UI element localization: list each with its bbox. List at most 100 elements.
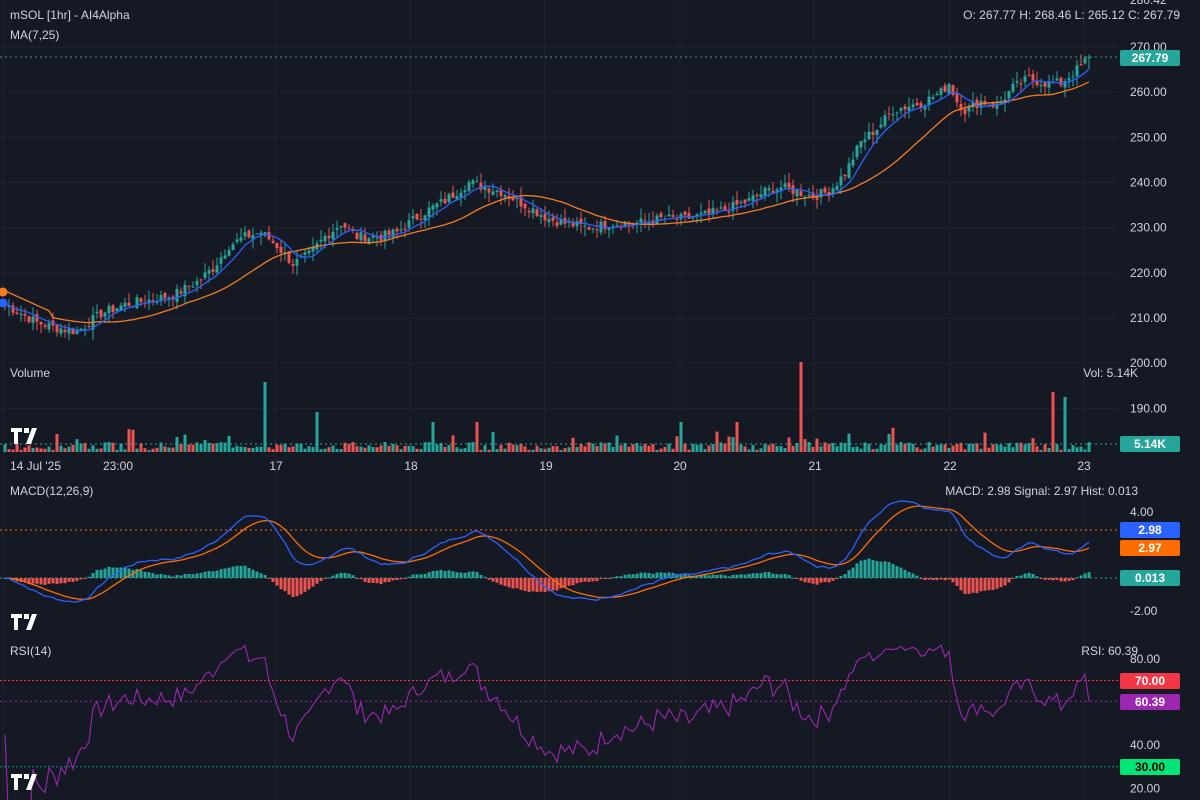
- price-axis-tick: 250.00: [1130, 130, 1167, 144]
- volume-bar: [795, 443, 799, 452]
- price-axis-tick: 210.00: [1130, 311, 1167, 325]
- volume-bar: [651, 444, 655, 452]
- macd-hist-bar: [915, 575, 919, 578]
- macd-hist-bar: [1007, 578, 1011, 583]
- candle-body: [723, 206, 727, 211]
- volume-bar: [435, 444, 439, 452]
- candle-body: [427, 207, 431, 217]
- macd-hist-bar: [479, 574, 483, 578]
- volume-bar: [251, 447, 255, 452]
- volume-bar: [671, 448, 675, 452]
- candle-body: [687, 213, 691, 219]
- macd-hist-bar: [627, 574, 631, 578]
- tradingview-logo-icon: [11, 614, 37, 630]
- macd-hist-bar: [39, 578, 43, 585]
- volume-bar: [915, 447, 919, 452]
- candle-body: [267, 231, 271, 240]
- candle-body: [415, 213, 419, 220]
- macd-hist-bar: [935, 578, 939, 581]
- macd-hist-bar: [471, 571, 475, 578]
- macd-badge-bg: [1120, 522, 1180, 538]
- macd-hist-bar: [907, 571, 911, 578]
- candle-body: [175, 288, 179, 302]
- candle-body: [59, 328, 63, 334]
- candle-body: [499, 189, 503, 196]
- macd-hist-bar: [243, 565, 247, 578]
- rsi-plot: [0, 643, 1118, 800]
- volume-bar: [611, 446, 615, 452]
- volume-bar: [1035, 446, 1039, 452]
- candle-body: [279, 246, 283, 253]
- candle-body: [251, 235, 255, 240]
- volume-bar: [367, 445, 371, 452]
- macd-hist-bar: [999, 578, 1003, 588]
- volume-bar: [11, 449, 15, 452]
- candle-body: [843, 174, 847, 177]
- macd-hist-bar: [355, 578, 359, 579]
- volume-bar: [555, 446, 559, 452]
- volume-bar: [55, 434, 59, 452]
- volume-bar: [591, 443, 595, 452]
- macd-hist-bar: [919, 578, 923, 579]
- macd-hist-bar: [387, 578, 391, 582]
- time-axis-tick: 23: [1077, 459, 1091, 473]
- volume-bar: [275, 444, 279, 452]
- macd-hist-bar: [379, 578, 383, 585]
- candle-body: [123, 302, 127, 307]
- volume-bar: [407, 445, 411, 452]
- candle-body: [795, 189, 799, 197]
- volume-bar: [523, 446, 527, 452]
- macd-hist-bar: [911, 573, 915, 578]
- price-axis-tick: 190.00: [1130, 401, 1167, 415]
- candle-body: [591, 228, 595, 230]
- candle-body: [1087, 56, 1091, 58]
- volume-bar: [907, 442, 911, 452]
- macd-hist-bar: [803, 578, 807, 583]
- volume-bar: [979, 448, 983, 452]
- candle-body: [895, 112, 899, 114]
- volume-bar: [335, 448, 339, 452]
- macd-hist-bar: [463, 572, 467, 578]
- volume-bar: [511, 444, 515, 452]
- candle-body: [891, 114, 895, 116]
- volume-bar: [87, 448, 91, 452]
- macd-hist-bar: [623, 574, 627, 578]
- volume-bar: [91, 445, 95, 452]
- volume-bar: [711, 444, 715, 452]
- volume-bar: [543, 448, 547, 452]
- macd-hist-bar: [139, 570, 143, 578]
- volume-bar: [903, 443, 907, 452]
- candle-body: [431, 205, 435, 210]
- candle-body: [959, 103, 963, 111]
- macd-hist-bar: [579, 578, 583, 583]
- rsi-axis-tick: 20.00: [1130, 781, 1160, 795]
- candle-body: [15, 312, 19, 314]
- macd-hist-bar: [767, 571, 771, 578]
- macd-hist-bar: [811, 578, 815, 584]
- macd-hist-bar: [359, 578, 363, 580]
- volume-bar: [811, 446, 815, 452]
- volume-badge-bg: [1120, 436, 1180, 452]
- macd-hist-bar: [1047, 578, 1051, 580]
- volume-bar: [919, 449, 923, 452]
- macd-hist-bar: [147, 572, 151, 578]
- candle-body: [147, 299, 151, 304]
- candle-body: [1067, 78, 1071, 81]
- volume-bar: [967, 443, 971, 452]
- volume-bar: [443, 446, 447, 452]
- macd-hist-bar: [231, 566, 235, 578]
- macd-hist-bar: [455, 572, 459, 578]
- overbought-badge-bg: [1120, 673, 1180, 689]
- candle-body: [483, 187, 487, 190]
- rsi-axis-tick: 40.00: [1130, 738, 1160, 752]
- candle-body: [319, 239, 323, 242]
- tradingview-logo-icon: [11, 774, 37, 790]
- candle-body: [11, 305, 15, 313]
- volume-bar: [1003, 446, 1007, 452]
- volume-bar: [831, 442, 835, 452]
- candle-body: [707, 208, 711, 214]
- macd-hist-bar: [647, 572, 651, 578]
- volume-bar: [43, 448, 47, 452]
- macd-hist-bar: [951, 578, 955, 583]
